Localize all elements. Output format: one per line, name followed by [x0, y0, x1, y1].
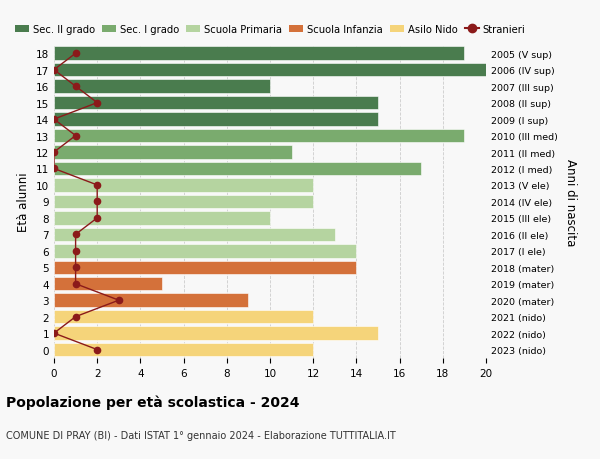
Legend: Sec. II grado, Sec. I grado, Scuola Primaria, Scuola Infanzia, Asilo Nido, Stran: Sec. II grado, Sec. I grado, Scuola Prim… — [14, 25, 526, 35]
Bar — [54, 327, 378, 340]
Bar — [54, 277, 162, 291]
Bar — [54, 343, 313, 357]
Bar — [54, 294, 248, 307]
Bar — [54, 228, 335, 241]
Bar — [54, 212, 270, 225]
Bar — [54, 245, 356, 258]
Bar — [54, 162, 421, 176]
Bar — [54, 261, 356, 274]
Bar — [54, 195, 313, 209]
Text: Popolazione per età scolastica - 2024: Popolazione per età scolastica - 2024 — [6, 395, 299, 409]
Bar — [54, 310, 313, 324]
Bar — [54, 47, 464, 61]
Text: COMUNE DI PRAY (BI) - Dati ISTAT 1° gennaio 2024 - Elaborazione TUTTITALIA.IT: COMUNE DI PRAY (BI) - Dati ISTAT 1° genn… — [6, 431, 396, 440]
Bar — [54, 97, 378, 110]
Bar — [54, 129, 464, 143]
Y-axis label: Età alunni: Età alunni — [17, 172, 31, 232]
Bar — [54, 179, 313, 192]
Bar — [54, 113, 378, 127]
Bar — [54, 64, 486, 77]
Bar — [54, 146, 292, 159]
Bar — [54, 80, 270, 94]
Y-axis label: Anni di nascita: Anni di nascita — [564, 158, 577, 246]
